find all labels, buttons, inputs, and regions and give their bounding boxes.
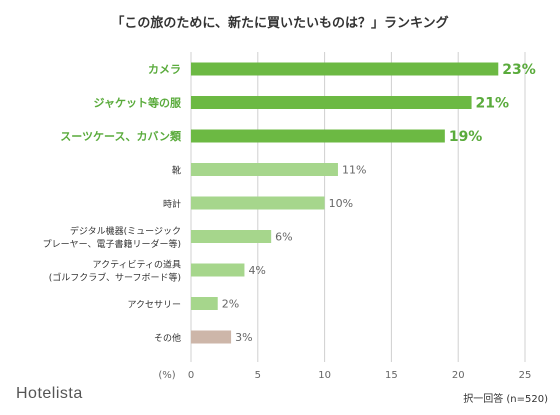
chart-title: 「この旅のために、新たに買いたいものは？」ランキング xyxy=(111,16,449,31)
brand-logo: Hotelista xyxy=(16,385,83,402)
category-label: アクティビティの道具 xyxy=(93,259,181,271)
bar xyxy=(191,263,245,277)
bar xyxy=(191,230,272,243)
category-label: デジタル機器(ミュージック xyxy=(70,225,181,237)
category-label: スーツケース、カバン類 xyxy=(60,129,182,143)
category-label: 靴 xyxy=(172,165,181,177)
category-label: その他 xyxy=(154,332,181,344)
data-label: 4% xyxy=(248,264,265,277)
data-label: 3% xyxy=(235,331,252,344)
data-label: 10% xyxy=(329,197,353,210)
category-label: カメラ xyxy=(148,63,181,76)
data-label: 19% xyxy=(449,129,483,145)
category-label: ジャケット等の服 xyxy=(94,96,182,110)
sample-size-note: 択一回答 (n=520) xyxy=(463,394,548,405)
label-layer: 23% カメラ 21% ジャケット等の服 19% スーツケース、カバン類 11% 靴 10% 時計… xyxy=(43,62,536,344)
bar xyxy=(191,297,218,310)
axis-layer: 0 5 10 15 20 25 (%) xyxy=(158,370,531,381)
x-tick-label: 15 xyxy=(385,370,398,381)
data-label: 6% xyxy=(275,231,292,244)
data-label: 11% xyxy=(342,164,366,177)
x-unit-label: (%) xyxy=(158,370,175,381)
data-label: 21% xyxy=(476,96,510,112)
data-label: 23% xyxy=(502,62,536,78)
bar xyxy=(191,62,499,76)
category-label: プレーヤー、電子書籍リーダー等) xyxy=(43,238,181,250)
bar xyxy=(191,196,325,210)
x-tick-label: 20 xyxy=(452,370,465,381)
x-tick-label: 10 xyxy=(318,370,331,381)
category-label: (ゴルフクラブ、サーフボード等) xyxy=(49,272,181,284)
category-label: アクセサリー xyxy=(127,300,181,311)
x-tick-label: 5 xyxy=(255,370,261,381)
bar xyxy=(191,96,472,109)
bar xyxy=(191,330,232,344)
bar-layer xyxy=(191,62,499,344)
category-label: 時計 xyxy=(163,198,181,210)
bar xyxy=(191,163,338,176)
x-tick-label: 25 xyxy=(519,370,532,381)
x-tick-label: 0 xyxy=(188,370,194,381)
data-label: 2% xyxy=(222,298,239,311)
bar xyxy=(191,129,445,143)
